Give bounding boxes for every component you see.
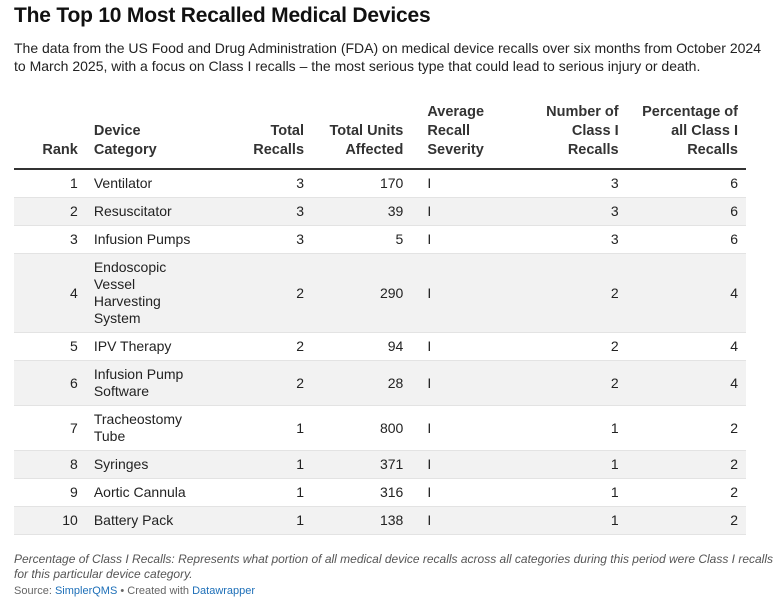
cell-percentage-class-i: 6	[730, 175, 738, 191]
header-average-recall-severity[interactable]: Average Recall Severity	[411, 100, 515, 170]
cell-total-recalls: 1	[296, 419, 305, 436]
table-row: 9 Aortic Cannula 1 316 I 1 2	[14, 479, 746, 507]
cell-device-category: Ventilator	[93, 175, 153, 191]
chart-description: The data from the US Food and Drug Admin…	[14, 40, 761, 74]
header-class-i-recalls[interactable]: Number of Class I Recalls	[514, 100, 627, 170]
cell-percentage-class-i: 2	[730, 419, 738, 436]
cell-average-recall-severity: I	[427, 203, 432, 219]
source-line: Source: SimplerQMS • Created with Datawr…	[14, 585, 255, 597]
cell-total-recalls: 1	[296, 512, 305, 528]
cell-class-i-recalls: 2	[610, 284, 619, 301]
table-row: 4 Endoscopic Vessel Harvesting System 2 290…	[14, 253, 746, 333]
cell-device-category: Infusion Pumps	[93, 231, 191, 247]
cell-rank: 10	[62, 512, 78, 528]
cell-rank: 5	[70, 338, 78, 354]
cell-percentage-class-i: 4	[730, 338, 738, 354]
source-label: Source:	[14, 585, 55, 597]
cell-total-units-affected: 316	[379, 484, 404, 500]
table-row: 8 Syringes 1 371 I 1 2	[14, 450, 746, 479]
cell-total-units-affected: 94	[387, 338, 404, 354]
cell-average-recall-severity: I	[427, 484, 432, 500]
cell-class-i-recalls: 1	[610, 456, 619, 472]
cell-percentage-class-i: 2	[730, 512, 738, 528]
cell-total-recalls: 2	[296, 374, 305, 391]
cell-device-category: Endoscopic Vessel Harvesting System	[93, 259, 167, 326]
recalls-table: Rank Device Category Total Recalls Total…	[14, 100, 746, 535]
cell-total-recalls: 3	[296, 203, 305, 219]
cell-rank: 7	[70, 419, 78, 436]
cell-class-i-recalls: 1	[610, 512, 619, 528]
table-row: 10 Battery Pack 1 138 I 1 2	[14, 506, 746, 535]
cell-device-category: Resuscitator	[93, 203, 172, 219]
header-rank[interactable]: Rank	[14, 100, 86, 170]
datawrapper-link[interactable]: Datawrapper	[192, 585, 256, 597]
cell-class-i-recalls: 1	[610, 484, 619, 500]
table-row: 7 Tracheostomy Tube 1 800 I 1 2	[14, 406, 746, 451]
cell-total-recalls: 3	[296, 175, 305, 191]
cell-rank: 1	[70, 175, 78, 191]
cell-total-units-affected: 371	[379, 456, 404, 472]
cell-total-units-affected: 5	[395, 231, 404, 247]
cell-average-recall-severity: I	[427, 231, 432, 247]
header-total-units-affected[interactable]: Total Units Affected	[312, 100, 412, 170]
cell-total-recalls: 2	[296, 284, 305, 301]
source-link[interactable]: SimplerQMS	[54, 585, 118, 597]
page-title: The Top 10 Most Recalled Medical Devices	[14, 4, 431, 27]
table-row: 1 Ventilator 3 170 I 3 6	[14, 169, 746, 198]
cell-total-recalls: 1	[296, 484, 305, 500]
cell-percentage-class-i: 4	[730, 284, 738, 301]
cell-rank: 2	[70, 203, 78, 219]
cell-rank: 3	[70, 231, 78, 247]
cell-total-recalls: 1	[296, 456, 305, 472]
cell-rank: 9	[70, 484, 78, 500]
cell-rank: 4	[70, 284, 78, 301]
cell-average-recall-severity: I	[427, 338, 432, 354]
cell-total-recalls: 2	[296, 338, 305, 354]
cell-average-recall-severity: I	[427, 374, 432, 391]
cell-total-units-affected: 28	[387, 374, 404, 391]
table-row: 2 Resuscitator 3 39 I 3 6	[14, 197, 746, 226]
cell-percentage-class-i: 2	[730, 484, 738, 500]
cell-percentage-class-i: 2	[730, 456, 738, 472]
cell-percentage-class-i: 6	[730, 231, 738, 247]
cell-average-recall-severity: I	[427, 175, 432, 191]
cell-device-category: Battery Pack	[93, 512, 174, 528]
cell-average-recall-severity: I	[427, 512, 432, 528]
table-row: 6 Infusion Pump Software 2 28 I 2 4	[14, 360, 746, 406]
cell-device-category: Infusion Pump Software	[93, 366, 184, 399]
header-percentage-class-i[interactable]: Percentage of all Class I Recalls	[626, 100, 746, 170]
cell-class-i-recalls: 3	[610, 231, 619, 247]
cell-total-units-affected: 170	[379, 175, 404, 191]
cell-class-i-recalls: 1	[610, 419, 619, 436]
table-row: 5 IPV Therapy 2 94 I 2 4	[14, 333, 746, 361]
cell-percentage-class-i: 6	[730, 203, 738, 219]
cell-average-recall-severity: I	[427, 284, 432, 301]
cell-device-category: IPV Therapy	[93, 338, 172, 354]
table-header-row: Rank Device Category Total Recalls Total…	[14, 100, 746, 170]
source-separator: • Created with	[117, 585, 193, 597]
cell-total-units-affected: 290	[379, 284, 404, 301]
cell-average-recall-severity: I	[427, 456, 432, 472]
table-body: 1 Ventilator 3 170 I 3 6 2 Resuscitator 3 39 I 3 6 3 In…	[14, 169, 746, 535]
cell-class-i-recalls: 3	[610, 203, 619, 219]
cell-total-units-affected: 39	[387, 203, 404, 219]
cell-total-units-affected: 138	[379, 512, 404, 528]
table-row: 3 Infusion Pumps 3 5 I 3 6	[14, 226, 746, 254]
cell-total-recalls: 3	[296, 231, 305, 247]
footnote: Percentage of Class I Recalls: Represent…	[14, 552, 774, 581]
cell-device-category: Tracheostomy Tube	[93, 411, 183, 444]
header-total-recalls[interactable]: Total Recalls	[211, 100, 313, 170]
cell-class-i-recalls: 2	[610, 338, 619, 354]
cell-device-category: Aortic Cannula	[93, 484, 186, 500]
cell-average-recall-severity: I	[427, 419, 432, 436]
cell-percentage-class-i: 4	[730, 374, 738, 391]
cell-device-category: Syringes	[93, 456, 149, 472]
header-device-category[interactable]: Device Category	[85, 100, 212, 170]
cell-total-units-affected: 800	[379, 419, 404, 436]
cell-class-i-recalls: 3	[610, 175, 619, 191]
cell-rank: 8	[70, 456, 78, 472]
cell-class-i-recalls: 2	[610, 374, 619, 391]
cell-rank: 6	[70, 374, 78, 391]
